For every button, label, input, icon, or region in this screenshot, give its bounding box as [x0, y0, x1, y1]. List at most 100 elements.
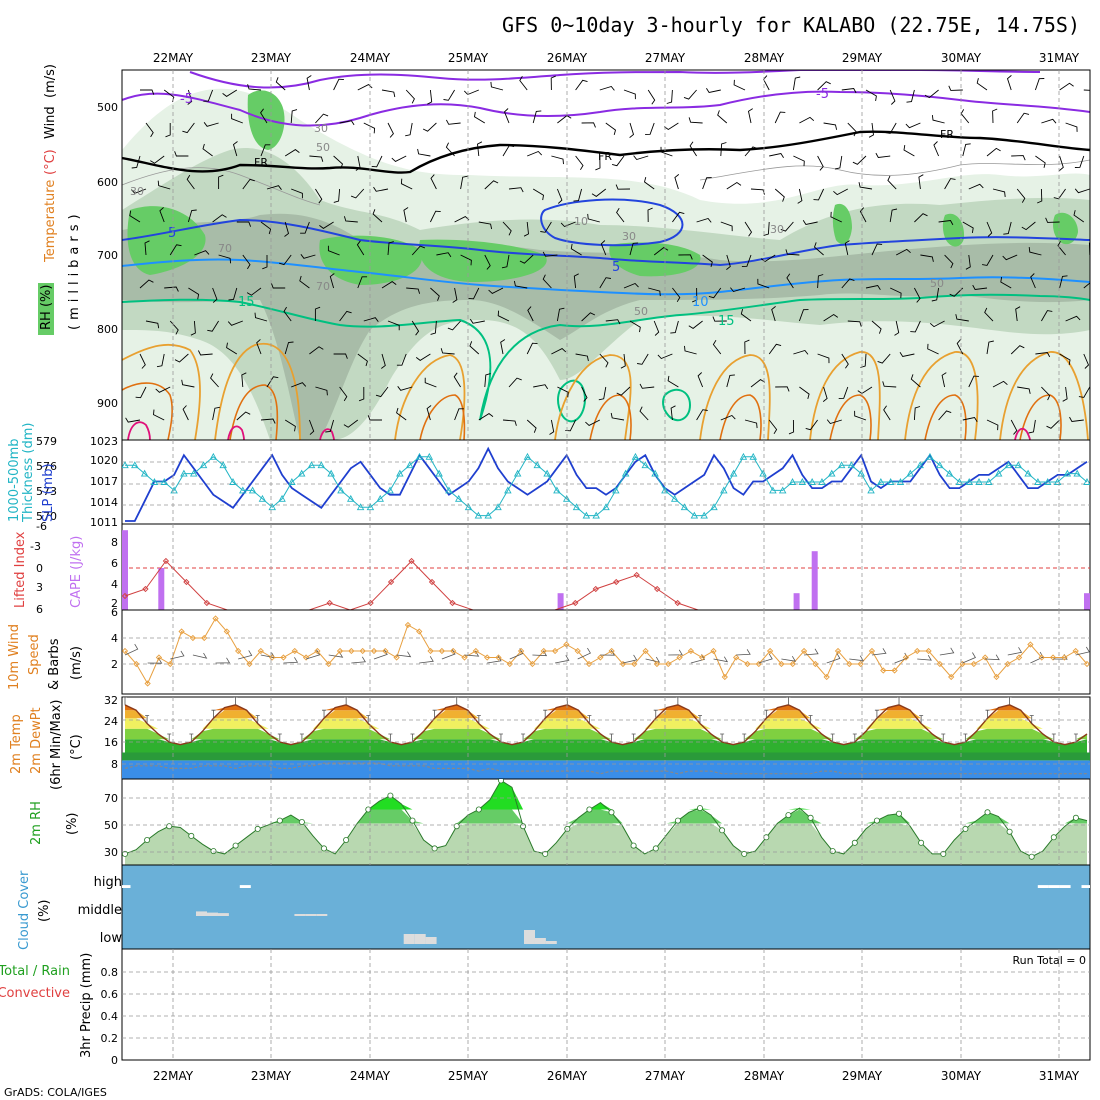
thickness-point	[886, 478, 895, 485]
wind-barb	[500, 339, 506, 355]
wind-barb	[315, 188, 323, 204]
wind-barb	[605, 319, 621, 325]
wind-speed-point	[484, 654, 491, 661]
wind-speed-point	[959, 660, 966, 668]
wind-barb	[218, 254, 232, 264]
wind-speed-point	[868, 647, 876, 655]
wind-speed-point	[404, 621, 412, 629]
wind-barb	[865, 284, 881, 290]
temp-band	[125, 739, 1087, 753]
wind-speed-point	[880, 667, 887, 674]
wind-barb	[1028, 419, 1036, 434]
wind-barb	[210, 373, 219, 388]
thickness-point	[258, 494, 267, 502]
wind-speed-point	[235, 647, 242, 655]
wind-barb	[527, 150, 543, 157]
wind-barb	[802, 220, 818, 226]
wind-barb	[190, 320, 196, 336]
wind-barb	[793, 349, 809, 355]
wind-barb	[648, 287, 661, 297]
temp-axis: 32 24 16 8 2m Temp 2m DewPt (6hr Min/Max…	[9, 694, 118, 790]
wind-barb	[639, 383, 655, 389]
minmax-whisker	[742, 733, 747, 742]
y-tick-label: 600	[97, 176, 118, 189]
wind-speed-point	[551, 647, 559, 655]
wind-barb	[339, 310, 352, 322]
thickness-point	[562, 494, 571, 502]
date-label: 24MAY	[350, 51, 391, 65]
upper-y-axis: 500 600 700 800 900	[97, 101, 118, 410]
wind-speed-point	[427, 647, 434, 655]
lifted-index-point	[428, 578, 436, 586]
wind-barb	[549, 419, 555, 435]
wind-barb	[357, 353, 368, 367]
wind-barb	[387, 320, 400, 331]
wind-barb	[929, 320, 945, 328]
thickness-point	[297, 469, 306, 477]
thickness-point	[288, 478, 296, 485]
contour-label: 30	[130, 185, 144, 198]
legend-convective: Convective	[0, 986, 70, 1001]
slp-axis: 579 576 573 570 1023 1020 1017 1014 1011…	[7, 423, 118, 529]
lifted-index-point	[449, 599, 456, 607]
legend-wind: Wind	[43, 106, 58, 139]
wind-barb	[381, 89, 396, 98]
rh-point	[674, 817, 681, 824]
wind-barb	[616, 207, 625, 223]
rh-point	[940, 850, 947, 857]
contour-label: 70	[218, 242, 232, 255]
thickness-point	[1004, 461, 1013, 469]
wind-barb	[615, 184, 631, 190]
wind-barb	[260, 221, 272, 235]
wind-barb	[931, 115, 945, 124]
rh-gridlines	[122, 797, 1090, 853]
date-label: 25MAY	[448, 51, 489, 65]
wind-barb	[854, 410, 867, 421]
wind-speed-point	[597, 654, 604, 661]
rh-point	[652, 845, 659, 852]
wind-barb	[774, 111, 786, 124]
date-label: 26MAY	[547, 51, 588, 65]
wind-gridlines	[122, 637, 1090, 665]
minmax-whisker	[1073, 733, 1078, 742]
wind-barb	[992, 188, 1006, 197]
wind-barb	[663, 122, 679, 131]
wind-barb	[744, 146, 758, 157]
minmax-whisker	[653, 709, 658, 719]
wind-barb	[468, 287, 480, 300]
rh-point	[276, 817, 283, 824]
isotherm-5	[122, 218, 1090, 267]
legend-temp2m: 2m Temp	[9, 714, 24, 774]
wind-barb	[440, 348, 455, 355]
wind-barb	[575, 155, 584, 171]
rh-point	[829, 848, 836, 855]
legend-rh: RH (%)	[39, 285, 54, 330]
slp-thickness-panel: 579 576 573 570 1023 1020 1017 1014 1011…	[7, 423, 1091, 529]
isotherm-15-cell	[662, 388, 692, 422]
wind-barb	[284, 419, 296, 432]
wind-barb	[422, 122, 437, 132]
legend-wind-barbs: & Barbs	[47, 638, 62, 690]
wind-barb	[508, 187, 524, 193]
wind-barb	[577, 647, 591, 660]
slp-tick: 1011	[90, 516, 118, 529]
wind-speed-point	[948, 673, 955, 681]
cloud-bar-high	[1048, 885, 1060, 888]
wind-barb	[212, 214, 227, 223]
wind-barb	[192, 652, 208, 659]
wind-barb	[246, 287, 262, 296]
wind-barb	[573, 188, 583, 202]
wind-barb	[306, 75, 312, 91]
wind-barb	[852, 155, 867, 165]
rh-point	[1006, 828, 1013, 835]
wind-barb	[262, 255, 268, 270]
minmax-whisker	[985, 709, 990, 719]
wind-barb	[883, 405, 891, 421]
wind-barb	[666, 89, 673, 104]
wind-barb	[131, 155, 141, 169]
wind-barb	[889, 208, 898, 223]
li-tick: -6	[36, 520, 47, 533]
wind-barb	[182, 122, 195, 134]
wind-barb	[375, 386, 389, 398]
wind-barb	[750, 379, 766, 388]
